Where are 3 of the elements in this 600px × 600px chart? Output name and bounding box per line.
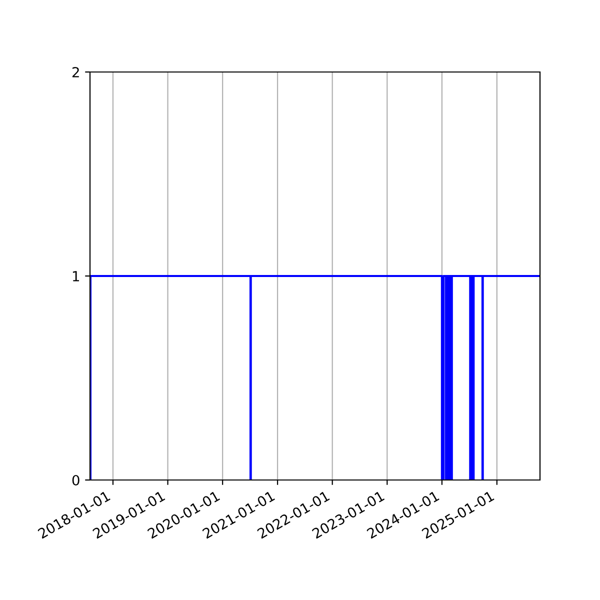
y-tick-label: 2	[72, 66, 79, 78]
y-tick-label: 0	[72, 474, 80, 486]
y-tick-label: 1	[72, 271, 79, 282]
